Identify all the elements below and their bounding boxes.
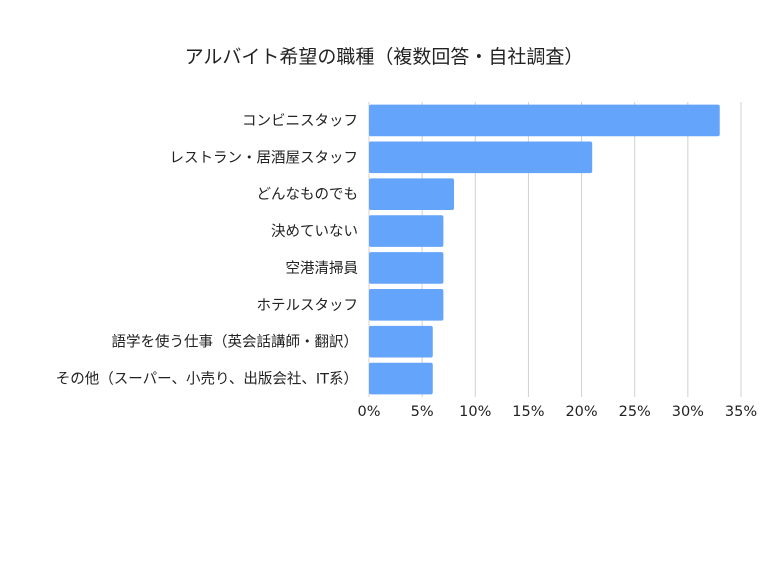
gridlines bbox=[368, 102, 742, 397]
x-tick-label: 20% bbox=[565, 404, 597, 420]
bar bbox=[369, 362, 433, 395]
bar bbox=[369, 178, 455, 211]
x-tick-label: 15% bbox=[512, 404, 544, 420]
bar bbox=[369, 141, 593, 174]
chart-title: アルバイト希望の職種（複数回答・自社調査） bbox=[184, 46, 584, 68]
x-tick-label: 0% bbox=[357, 404, 380, 420]
category-label: どんなものでも bbox=[257, 186, 359, 203]
category-label: コンビニスタッフ bbox=[242, 112, 358, 129]
bar bbox=[369, 288, 444, 321]
category-label: その他（スーパー、小売り、出版会社、IT系） bbox=[56, 371, 358, 388]
x-tick-label: 5% bbox=[411, 404, 434, 420]
bar bbox=[369, 104, 720, 137]
x-axis-ticks: 0% 5% 10% 15% 20% 25% 30% 35% bbox=[357, 404, 757, 420]
bar bbox=[369, 215, 444, 247]
x-tick-label: 25% bbox=[619, 404, 651, 420]
bar bbox=[369, 325, 433, 358]
x-tick-label: 35% bbox=[725, 404, 757, 420]
bars bbox=[369, 104, 720, 395]
category-label: 語学を使う仕事（英会話講師・翻訳） bbox=[112, 333, 359, 351]
category-label: ホテルスタッフ bbox=[257, 297, 359, 314]
category-label: 空港清掃員 bbox=[286, 259, 359, 277]
bar bbox=[369, 252, 444, 284]
category-label: 決めていない bbox=[271, 223, 358, 240]
x-tick-label: 30% bbox=[672, 404, 704, 420]
x-tick-label: 10% bbox=[459, 404, 491, 420]
category-label: レストラン・居酒屋スタッフ bbox=[170, 149, 359, 166]
category-labels: コンビニスタッフレストラン・居酒屋スタッフどんなものでも決めていない空港清掃員ホ… bbox=[56, 112, 358, 387]
